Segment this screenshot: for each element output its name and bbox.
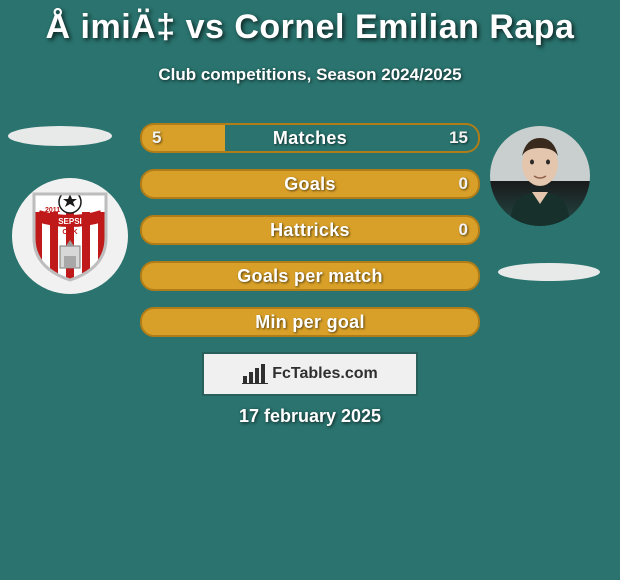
stat-label: Goals per match: [140, 261, 480, 291]
left-badge-ellipse: [8, 126, 112, 146]
stat-label: Min per goal: [140, 307, 480, 337]
page-title: Å imiÄ‡ vs Cornel Emilian Rapa: [0, 0, 620, 47]
fctables-icon: [242, 364, 268, 384]
stat-row: Min per goal: [140, 307, 480, 337]
stat-label: Matches: [140, 123, 480, 153]
stat-row: Hattricks0: [140, 215, 480, 245]
stat-row: Goals0: [140, 169, 480, 199]
stat-label: Hattricks: [140, 215, 480, 245]
right-player-avatar: [490, 126, 590, 226]
stat-rows: Matches515Goals0Hattricks0Goals per matc…: [140, 123, 480, 353]
stat-value-right: 15: [449, 123, 468, 153]
crest-svg: SEPSI OSK 2011: [30, 188, 110, 284]
stat-row: Matches5 15: [140, 123, 480, 153]
stat-value-right: 0: [459, 169, 468, 199]
subtitle: Club competitions, Season 2024/2025: [0, 65, 620, 85]
right-badge-ellipse: [498, 263, 600, 281]
update-date: 17 february 2025: [0, 406, 620, 427]
svg-text:2011: 2011: [45, 207, 60, 214]
avatar-svg: [490, 126, 590, 226]
stat-value-right: 0: [459, 215, 468, 245]
svg-text:SEPSI: SEPSI: [58, 217, 82, 226]
fctables-box: FcTables.com: [202, 352, 418, 396]
stat-label: Goals: [140, 169, 480, 199]
svg-text:OSK: OSK: [62, 229, 77, 236]
stat-row: Goals per match: [140, 261, 480, 291]
stat-value-left: 5: [152, 123, 161, 153]
left-club-crest: SEPSI OSK 2011: [12, 178, 128, 294]
fctables-label: FcTables.com: [272, 365, 378, 383]
